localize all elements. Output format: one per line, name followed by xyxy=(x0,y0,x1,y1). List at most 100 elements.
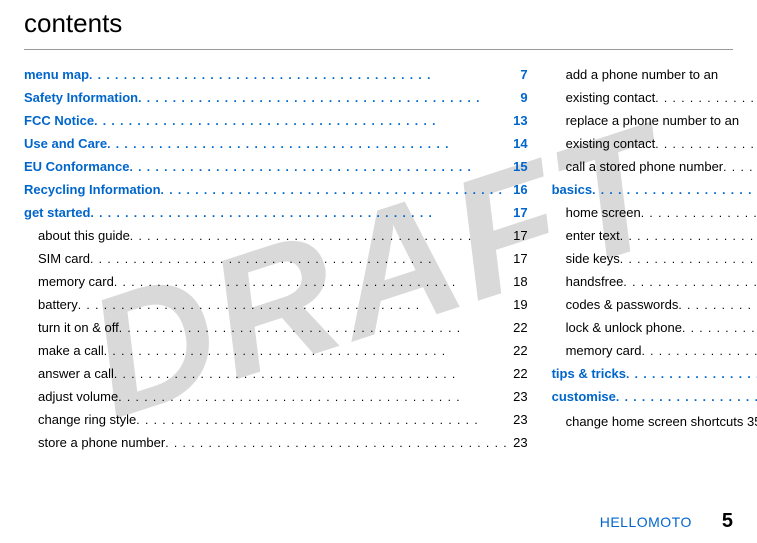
toc-row: store a phone number23 xyxy=(24,436,528,449)
toc-page: 23 xyxy=(508,413,528,426)
toc-row: memory card32 xyxy=(552,344,757,357)
toc-row: side keys30 xyxy=(552,252,757,265)
toc-page: 17 xyxy=(508,206,528,219)
toc-dots xyxy=(682,322,757,334)
toc-label: home screen xyxy=(566,206,641,219)
toc-label: SIM card xyxy=(38,252,90,265)
toc-dots xyxy=(626,368,757,380)
page-footer: HELLOMOTO 5 xyxy=(600,510,733,533)
toc-page: 22 xyxy=(508,321,528,334)
toc-dots xyxy=(620,253,757,265)
toc-row: get started 17 xyxy=(24,206,528,219)
toc-row: add a phone number to anexisting contact… xyxy=(552,68,757,104)
toc-page: 9 xyxy=(508,91,528,104)
toc-dots xyxy=(130,230,508,242)
toc-dots xyxy=(655,138,757,150)
toc-row: handsfree31 xyxy=(552,275,757,288)
toc-col-1: menu map 7 Safety Information 9 FCC Notice 13… xyxy=(24,68,528,459)
toc-row: tips & tricks34 xyxy=(552,367,757,380)
toc-row: call a stored phone number24 xyxy=(552,160,757,173)
toc-dots xyxy=(94,115,508,127)
toc-label: call a stored phone number xyxy=(566,160,724,173)
toc-row: change home screen shortcuts 35 xyxy=(552,413,757,432)
toc-page: 13 xyxy=(508,114,528,127)
toc-row: SIM card 17 xyxy=(24,252,528,265)
toc-dots xyxy=(592,184,757,196)
toc-row: lock & unlock phone32 xyxy=(552,321,757,334)
toc-dots xyxy=(90,207,507,219)
toc-dots xyxy=(89,69,508,81)
toc-label: customise xyxy=(552,390,616,403)
toc-row: basics25 xyxy=(552,183,757,196)
toc-page: 18 xyxy=(508,275,528,288)
toc-row: Safety Information 9 xyxy=(24,91,528,104)
toc-row: replace a phone number to an existing con… xyxy=(552,114,757,150)
toc-label: basics xyxy=(552,183,592,196)
toc-dots xyxy=(641,345,757,357)
toc-label: Safety Information xyxy=(24,91,138,104)
toc-page: 7 xyxy=(508,68,528,81)
toc-page: 22 xyxy=(508,367,528,380)
toc-label: memory card xyxy=(38,275,114,288)
toc-row: about this guide 17 xyxy=(24,229,528,242)
toc-label: existing contact xyxy=(566,91,656,104)
toc-label: battery xyxy=(38,298,78,311)
toc-row: customise35 xyxy=(552,390,757,403)
toc-label: FCC Notice xyxy=(24,114,94,127)
toc-label: Use and Care xyxy=(24,137,107,150)
toc-dots xyxy=(641,207,757,219)
toc-dots xyxy=(165,437,507,449)
toc-label: codes & passwords xyxy=(566,298,679,311)
toc-dots xyxy=(90,253,508,265)
toc-row: menu map 7 xyxy=(24,68,528,81)
toc-label: menu map xyxy=(24,68,89,81)
toc-label: get started xyxy=(24,206,90,219)
toc-label: change ring style xyxy=(38,413,136,426)
toc-label: tips & tricks xyxy=(552,367,626,380)
footer-brand: HELLOMOTO xyxy=(600,514,692,530)
toc-page: 16 xyxy=(508,183,528,196)
toc-dots xyxy=(114,368,508,380)
toc-page: 23 xyxy=(508,436,528,449)
toc-row: change ring style 23 xyxy=(24,413,528,426)
toc-dots xyxy=(623,276,757,288)
toc-page: 17 xyxy=(508,229,528,242)
toc-label: enter text xyxy=(566,229,620,242)
toc-row: home screen25 xyxy=(552,206,757,219)
toc-row: codes & passwords31 xyxy=(552,298,757,311)
toc-row: make a call 22 xyxy=(24,344,528,357)
toc-label: existing contact xyxy=(566,137,656,150)
toc-page: 22 xyxy=(508,344,528,357)
toc-label: side keys xyxy=(566,252,620,265)
toc-page: 17 xyxy=(508,252,528,265)
toc-dots xyxy=(655,92,757,104)
toc-row: adjust volume 23 xyxy=(24,390,528,403)
toc-page: 19 xyxy=(508,298,528,311)
toc-dots xyxy=(678,299,757,311)
toc-row: enter text26 xyxy=(552,229,757,242)
toc-row: FCC Notice 13 xyxy=(24,114,528,127)
toc-label: change home screen shortcuts 35 xyxy=(566,413,757,432)
toc-label: about this guide xyxy=(38,229,130,242)
footer-page-number: 5 xyxy=(722,510,733,533)
toc-dots xyxy=(107,138,508,150)
toc-label: replace a phone number to an xyxy=(566,114,757,127)
toc-label: Recycling Information xyxy=(24,183,161,196)
toc-page: 14 xyxy=(508,137,528,150)
toc-label: EU Conformance xyxy=(24,160,129,173)
toc-label: handsfree xyxy=(566,275,624,288)
toc-dots xyxy=(723,161,757,173)
toc-dots xyxy=(620,230,757,242)
toc-dots xyxy=(114,276,508,288)
toc-label: adjust volume xyxy=(38,390,118,403)
toc-label: memory card xyxy=(566,344,642,357)
toc-dots xyxy=(104,345,508,357)
toc-label: make a call xyxy=(38,344,104,357)
toc-page: 23 xyxy=(508,390,528,403)
page-title: contents xyxy=(24,8,733,50)
toc-dots xyxy=(118,391,507,403)
toc-row: Use and Care 14 xyxy=(24,137,528,150)
toc-row: turn it on & off22 xyxy=(24,321,528,334)
toc-dots xyxy=(161,184,508,196)
toc-row: Recycling Information 16 xyxy=(24,183,528,196)
